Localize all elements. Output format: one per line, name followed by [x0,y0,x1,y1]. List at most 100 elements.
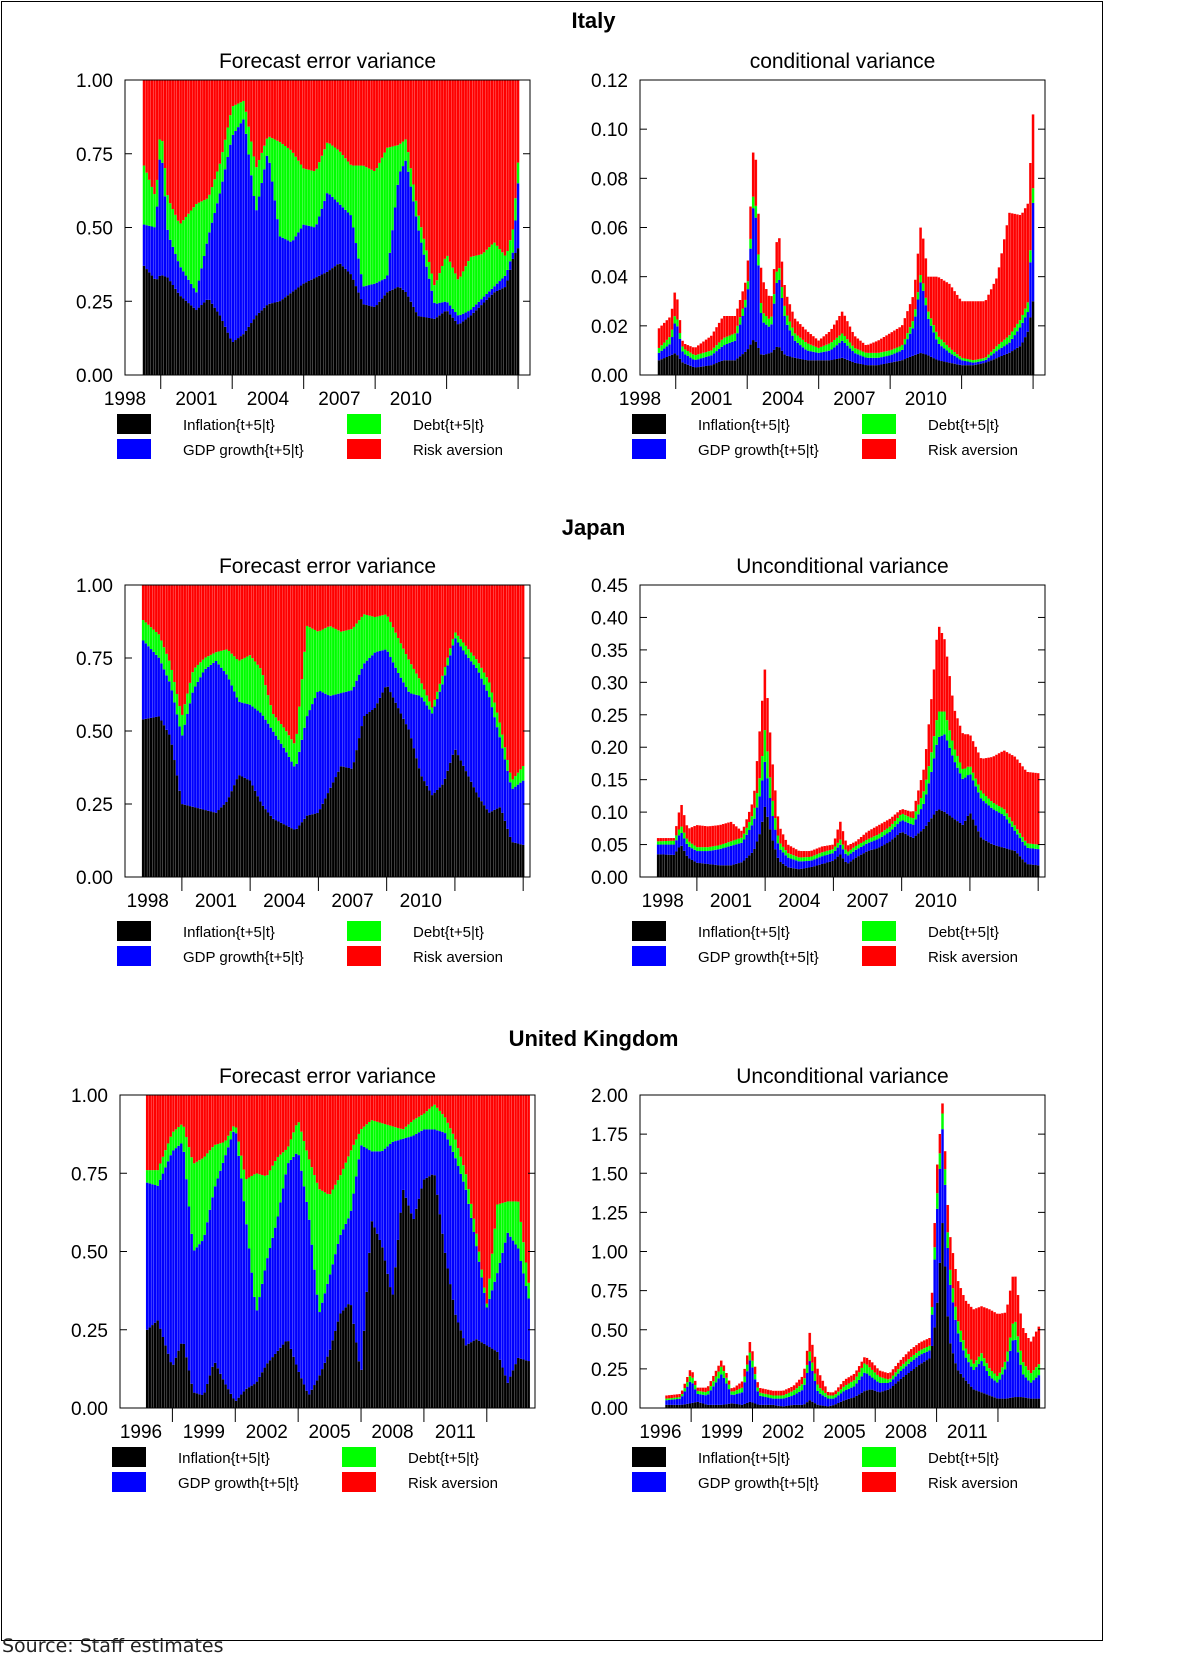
bar-segment-risk-aversion [878,824,881,834]
bar-segment-gdp-growth-t-5-t [388,1143,392,1288]
bar-segment-gdp-growth-t-5-t [896,1373,900,1382]
bar-segment-gdp-growth-t-5-t [393,207,397,289]
bar-segment-risk-aversion [443,585,447,667]
bar-segment-gdp-growth-t-5-t [462,1181,465,1339]
bar-segment-gdp-growth-t-5-t [428,1129,431,1177]
bar-segment-risk-aversion [922,769,925,792]
bar-segment-gdp-growth-t-5-t [722,1377,726,1405]
bar-segment-gdp-growth-t-5-t [670,1399,674,1405]
bar-segment-gdp-growth-t-5-t [240,702,244,777]
bar-segment-gdp-growth-t-5-t [932,332,935,359]
united-kingdom-forecast-error-variance-stacked-bars [145,1095,531,1408]
bar-segment-inflation-t-5-t [990,843,993,877]
bar-segment-risk-aversion [404,1095,408,1127]
bar-segment-risk-aversion [1003,1312,1007,1362]
bar-segment-inflation-t-5-t [370,1221,374,1408]
bar-segment-inflation-t-5-t [166,1353,170,1408]
bar-segment-inflation-t-5-t [673,1404,676,1408]
bar-segment-inflation-t-5-t [252,319,256,375]
bar-segment-inflation-t-5-t [936,1302,939,1408]
bar-segment-risk-aversion [148,1095,152,1171]
bar-segment-inflation-t-5-t [454,320,457,375]
bar-segment-risk-aversion [415,585,418,674]
bar-segment-gdp-growth-t-5-t [1037,1375,1041,1399]
bar-segment-risk-aversion [433,585,436,700]
bar-segment-inflation-t-5-t [378,1239,382,1408]
bar-segment-gdp-growth-t-5-t [844,1390,848,1400]
bar-segment-gdp-growth-t-5-t [740,1392,744,1405]
bar-segment-risk-aversion [728,316,731,336]
bar-segment-risk-aversion [367,80,371,169]
bar-segment-risk-aversion [311,585,314,629]
bar-segment-gdp-growth-t-5-t [1003,815,1006,848]
y-tick-label: 0.75 [71,1164,108,1185]
bar-segment-gdp-growth-t-5-t [953,762,957,820]
bar-segment-debt-t-5-t [490,244,494,289]
bar-segment-gdp-growth-t-5-t [334,694,338,778]
bar-segment-gdp-growth-t-5-t [427,278,431,318]
bar-segment-risk-aversion [255,1095,259,1174]
bar-segment-risk-aversion [485,1095,489,1304]
bar-segment-risk-aversion [200,1095,204,1159]
bar-segment-debt-t-5-t [144,622,148,644]
bar-segment-debt-t-5-t [498,1203,502,1263]
bar-segment-debt-t-5-t [838,335,841,344]
bar-segment-debt-t-5-t [821,1390,825,1396]
bar-segment-gdp-growth-t-5-t [938,1168,942,1263]
bar-segment-risk-aversion [527,1095,531,1283]
bar-segment-debt-t-5-t [299,164,303,229]
bar-segment-debt-t-5-t [477,1251,481,1262]
bar-segment-debt-t-5-t [511,229,515,253]
bar-segment-gdp-growth-t-5-t [779,849,782,863]
y-tick-label: 0.75 [591,1282,628,1303]
bar-segment-risk-aversion [313,1095,316,1176]
bar-segment-risk-aversion [153,80,156,195]
bar-segment-gdp-growth-t-5-t [801,347,805,360]
bar-segment-risk-aversion [310,1095,314,1168]
bar-segment-inflation-t-5-t [394,702,397,877]
bar-segment-debt-t-5-t [844,849,847,854]
bar-segment-risk-aversion [519,585,522,770]
bar-segment-debt-t-5-t [185,1136,188,1180]
bar-segment-debt-t-5-t [433,1104,436,1130]
legend-swatch [347,439,381,459]
bar-segment-inflation-t-5-t [170,744,174,877]
bar-segment-inflation-t-5-t [662,854,665,877]
bar-segment-gdp-growth-t-5-t [179,1143,183,1344]
bar-segment-inflation-t-5-t [456,324,460,375]
bar-segment-risk-aversion [152,585,155,630]
bar-segment-risk-aversion [701,825,704,848]
bar-segment-inflation-t-5-t [344,1307,348,1408]
bar-segment-inflation-t-5-t [383,687,387,877]
bar-segment-inflation-t-5-t [982,363,985,375]
bar-segment-gdp-growth-t-5-t [284,1174,288,1342]
bar-segment-debt-t-5-t [911,818,915,825]
bar-segment-inflation-t-5-t [234,1400,238,1408]
bar-segment-inflation-t-5-t [735,1404,739,1408]
bar-segment-risk-aversion [514,80,517,199]
bar-segment-gdp-growth-t-5-t [767,326,771,354]
bar-segment-inflation-t-5-t [331,268,334,375]
bar-segment-debt-t-5-t [779,843,782,850]
bar-segment-risk-aversion [509,1095,512,1202]
bar-segment-gdp-growth-t-5-t [916,299,920,354]
bar-segment-inflation-t-5-t [399,287,402,375]
bar-segment-inflation-t-5-t [516,843,520,877]
bar-segment-debt-t-5-t [286,147,290,241]
bar-segment-debt-t-5-t [149,627,153,650]
bar-segment-gdp-growth-t-5-t [362,1146,366,1331]
x-tick-label: 2004 [263,891,306,912]
bar-segment-inflation-t-5-t [166,277,169,375]
bar-segment-risk-aversion [743,1368,746,1377]
bar-segment-gdp-growth-t-5-t [506,269,509,281]
bar-segment-debt-t-5-t [1014,1321,1017,1340]
bar-segment-inflation-t-5-t [315,277,318,375]
bar-segment-risk-aversion [516,80,520,163]
bar-segment-gdp-growth-t-5-t [822,351,826,361]
bar-segment-gdp-growth-t-5-t [336,1243,340,1322]
bar-segment-debt-t-5-t [809,344,813,352]
bar-segment-inflation-t-5-t [192,307,196,375]
bar-segment-inflation-t-5-t [409,301,413,375]
bar-segment-gdp-growth-t-5-t [751,208,755,341]
bar-segment-risk-aversion [867,344,870,353]
